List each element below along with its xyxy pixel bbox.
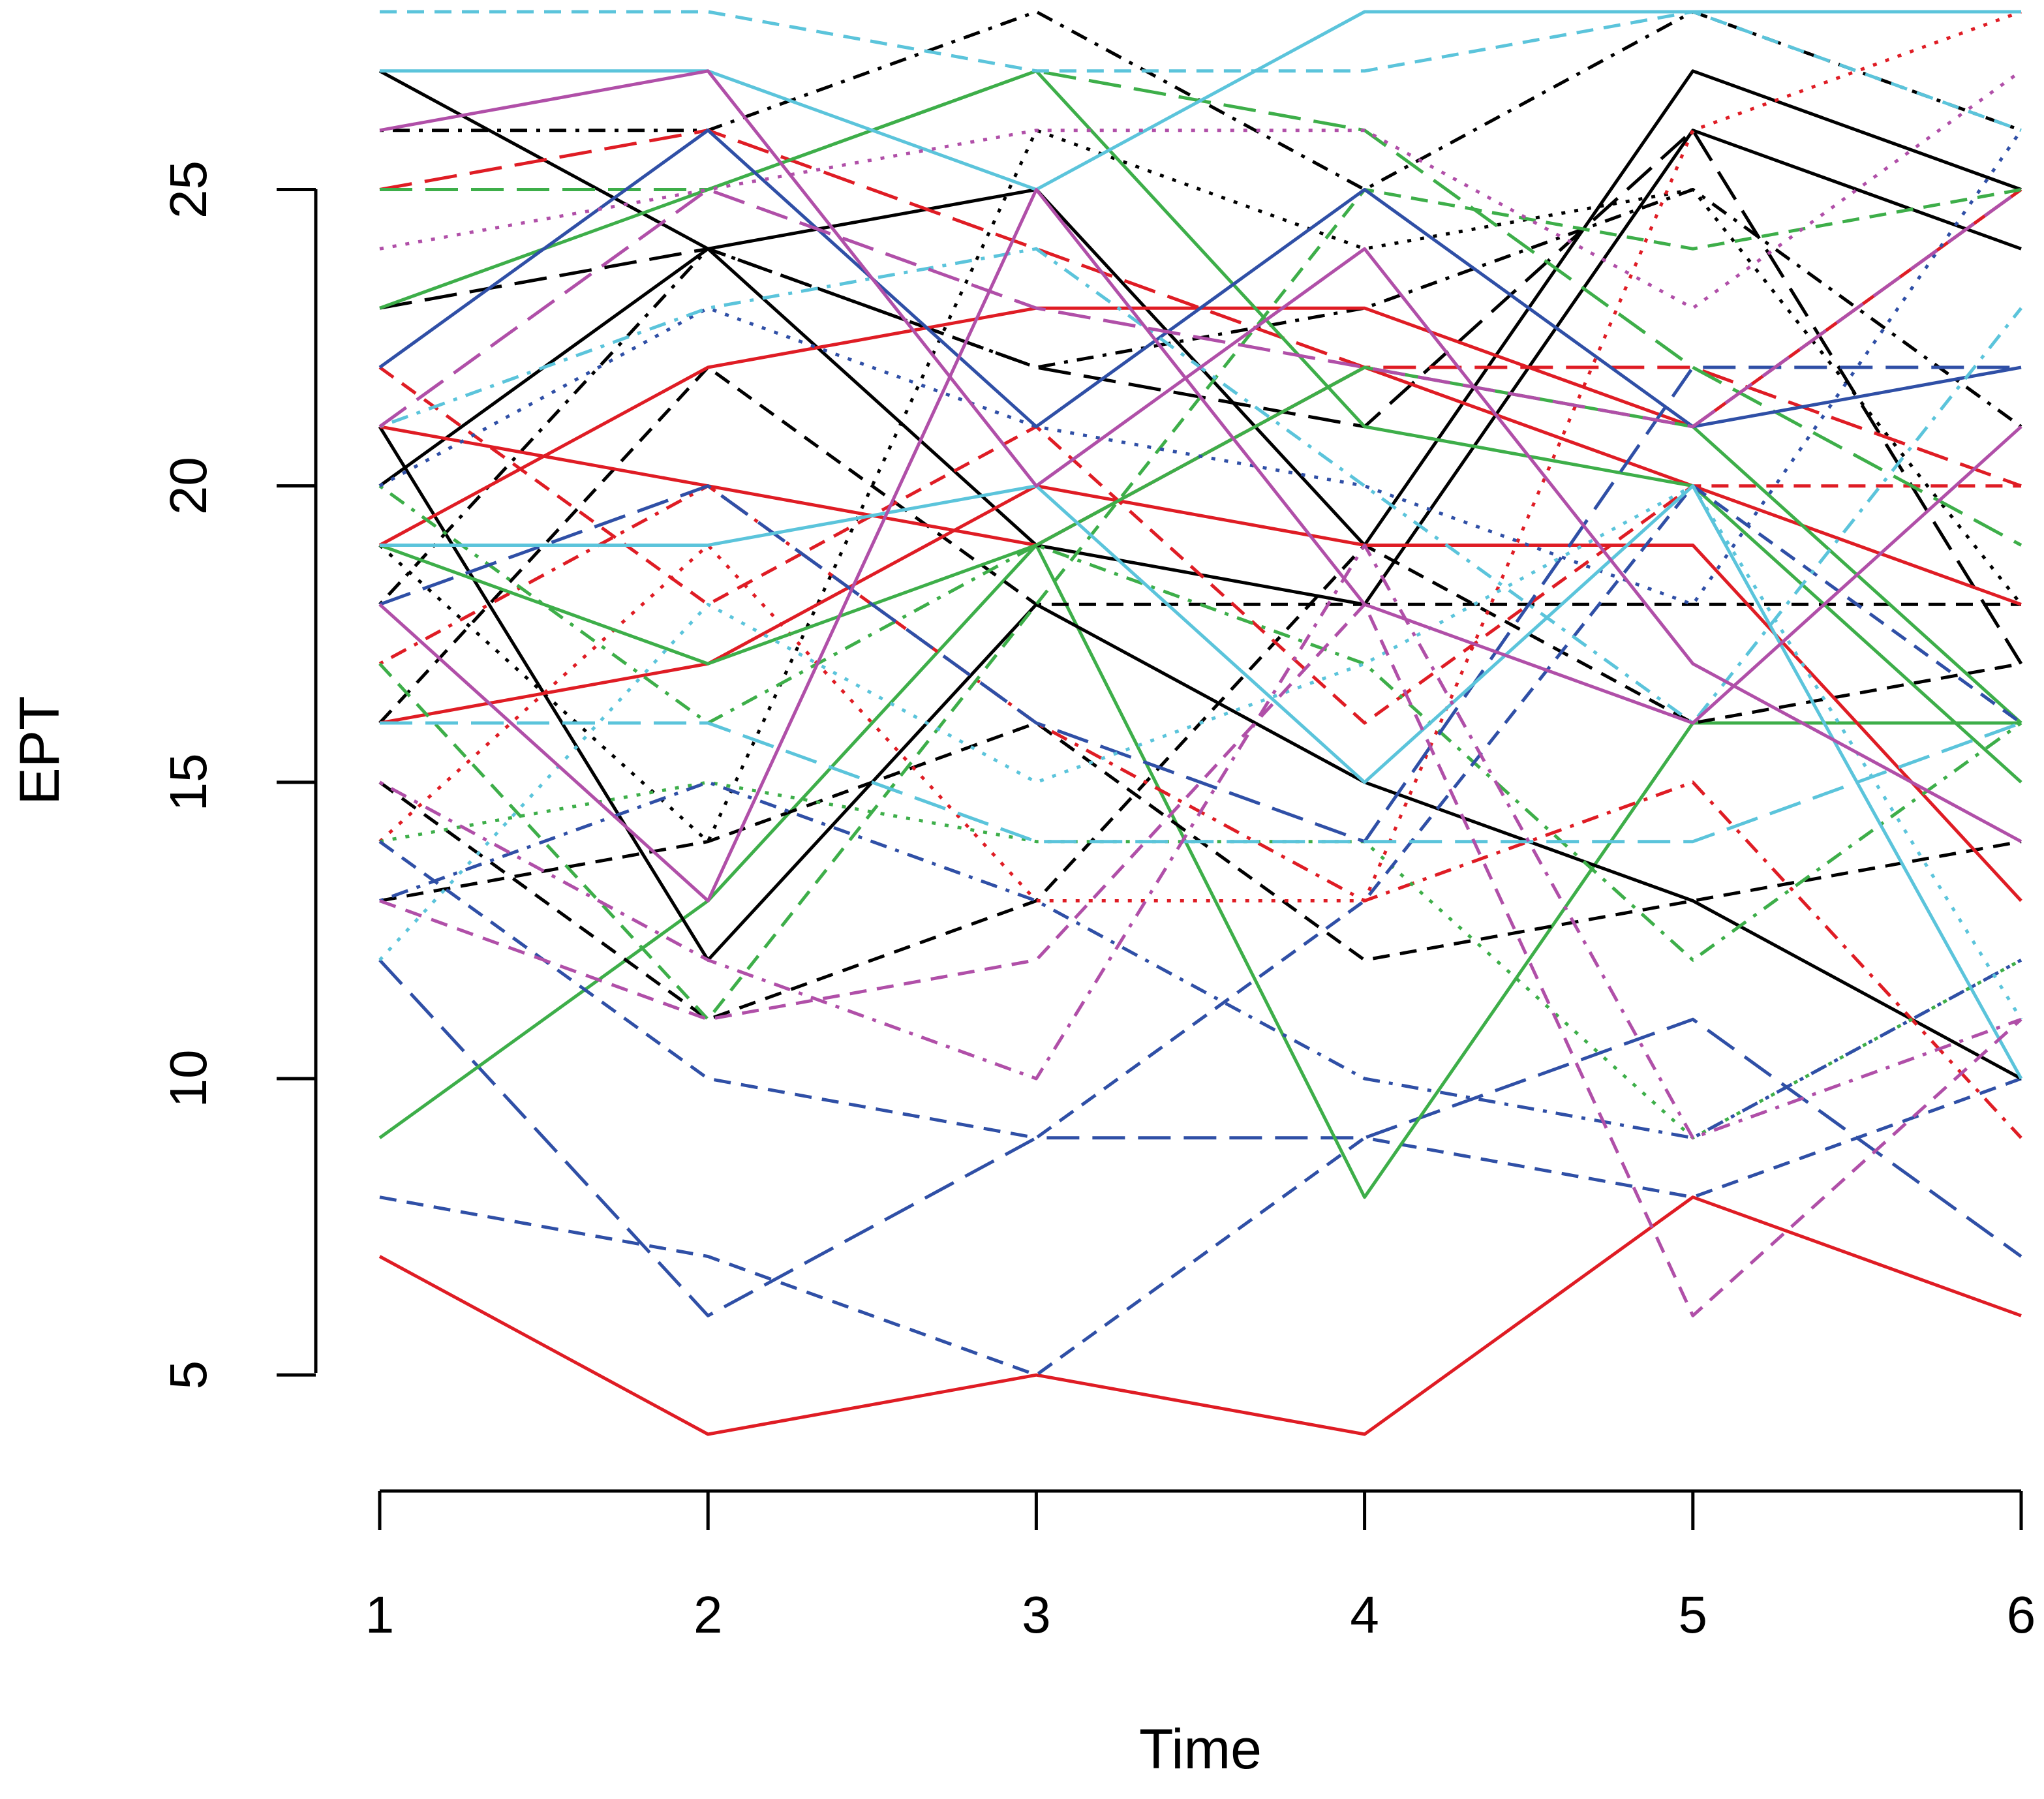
series-line-40: [378, 188, 2022, 902]
x-tick-label: 5: [1679, 1586, 1708, 1644]
x-axis-ticks: 1 2 3 4 5 6: [365, 1491, 2036, 1644]
series-line-41: [379, 602, 2022, 1317]
series-line-35: [380, 10, 2022, 132]
series-line-30: [379, 780, 2022, 1140]
series-line-6: [378, 425, 2022, 1081]
series-line-37: [378, 484, 2023, 1021]
x-axis-title: Time: [1139, 1718, 1262, 1781]
x-tick-label: 3: [1022, 1586, 1051, 1644]
series-line-31: [378, 129, 2023, 606]
series-line-2: [379, 1077, 2022, 1377]
y-tick-label: 15: [159, 753, 217, 811]
series-line-18: [378, 365, 2021, 725]
y-tick-label: 10: [159, 1050, 217, 1108]
series-line-28: [378, 129, 2022, 429]
series-line-24: [378, 188, 2022, 1021]
series-line-42: [379, 69, 2022, 310]
series-line-3: [378, 959, 2022, 1317]
y-axis-ticks: 5 10 15 20 25: [159, 161, 316, 1389]
series-line-22: [379, 69, 2022, 784]
series-line-34: [380, 484, 2023, 1080]
series-line-4: [378, 544, 2021, 1199]
series-line-43: [378, 544, 2022, 1140]
series-line-19: [378, 10, 2022, 902]
series-line-1: [378, 1195, 2022, 1436]
x-tick-label: 2: [694, 1586, 723, 1644]
y-tick-label: 25: [159, 161, 217, 219]
series-line-27: [378, 484, 2022, 962]
series-line-39: [379, 69, 2022, 843]
series-line-33: [380, 10, 2021, 191]
series-line-32: [379, 365, 2021, 844]
y-axis-title: EPT: [8, 696, 71, 805]
x-tick-label: 1: [365, 1586, 395, 1644]
series-line-12: [378, 129, 2022, 844]
plot-lines: [378, 10, 2023, 1436]
series-line-36: [380, 721, 2022, 844]
series-line-16: [379, 484, 2022, 902]
series-line-44: [378, 188, 2022, 429]
x-tick-label: 6: [2007, 1586, 2036, 1644]
y-tick-label: 20: [159, 457, 217, 515]
y-tick-label: 5: [159, 1361, 217, 1390]
x-tick-label: 4: [1350, 1586, 1379, 1644]
